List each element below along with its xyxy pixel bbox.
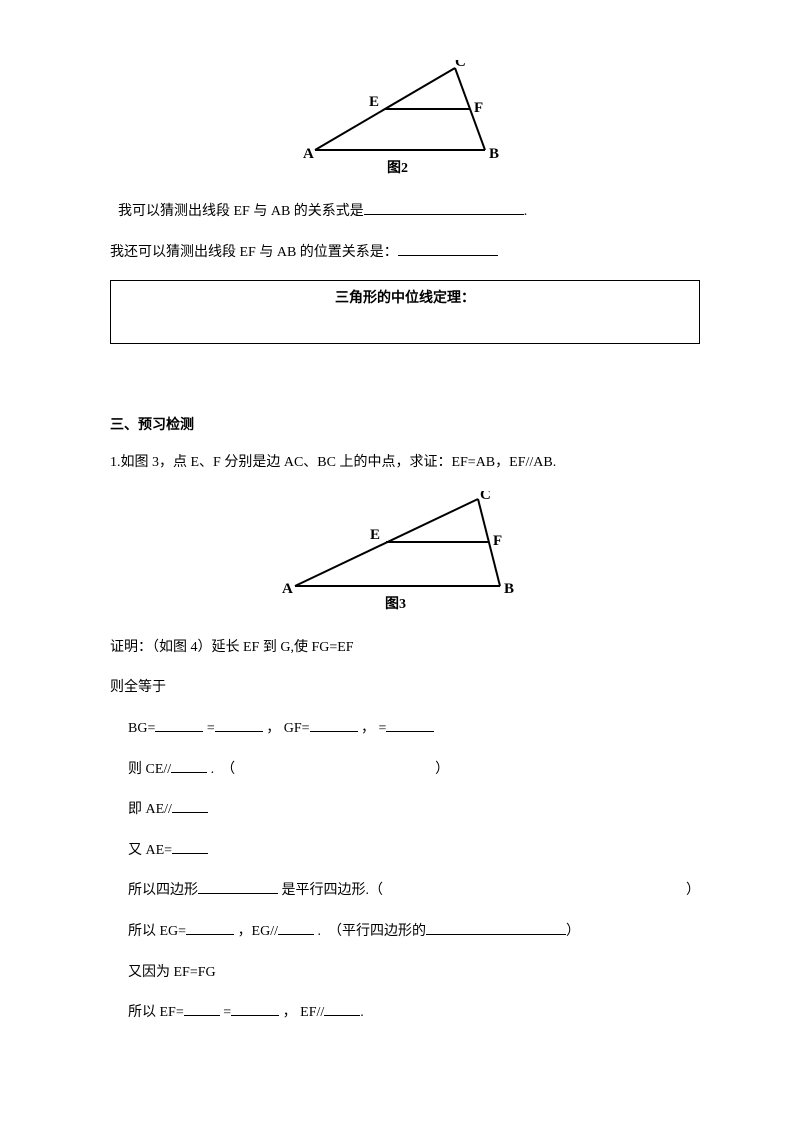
section-3-title: 三、预习检测 bbox=[110, 414, 700, 434]
blank[interactable] bbox=[155, 717, 203, 732]
l9d: . bbox=[360, 1005, 364, 1020]
figure-2-caption: 图2 bbox=[387, 160, 408, 176]
l6b: 是平行四边形.（ bbox=[282, 883, 384, 898]
svg-text:C: C bbox=[455, 60, 466, 70]
guess-relation-line: 我可以猜测出线段 EF 与 AB 的关系式是. bbox=[110, 199, 700, 226]
blank[interactable] bbox=[310, 717, 358, 732]
svg-text:F: F bbox=[493, 533, 502, 549]
figure-3: A B C E F 图3 bbox=[110, 491, 700, 621]
proof-line-5: 又 AE= bbox=[110, 838, 700, 865]
svg-text:B: B bbox=[489, 146, 499, 162]
l7c: . （平行四边形的 bbox=[318, 924, 427, 939]
l9c: ， EF// bbox=[283, 1005, 325, 1020]
blank-position[interactable] bbox=[398, 241, 498, 256]
question-1: 1.如图 3，点 E、F 分别是边 AC、BC 上的中点，求证：EF=AB，EF… bbox=[110, 450, 700, 477]
l3a: 则 CE// bbox=[128, 762, 171, 777]
proof-line-8: 又因为 EF=FG bbox=[110, 960, 700, 987]
proof-line-1: 则全等于 bbox=[110, 675, 700, 702]
svg-text:C: C bbox=[480, 491, 491, 503]
theorem-box: 三角形的中位线定理： bbox=[110, 280, 700, 344]
proof-line-2: BG= = ， GF= ， = bbox=[110, 716, 700, 743]
proof-line-6: 所以四边形 是平行四边形.（ ） bbox=[110, 878, 700, 905]
blank[interactable] bbox=[386, 717, 434, 732]
l7d: ） bbox=[566, 924, 580, 939]
proof-line-9: 所以 EF= = ， EF//. bbox=[110, 1000, 700, 1027]
page: A B C E F 图2 我可以猜测出线段 EF 与 AB 的关系式是. 我还可… bbox=[0, 0, 800, 1101]
text-1: 我可以猜测出线段 EF 与 AB 的关系式是 bbox=[118, 204, 364, 219]
blank[interactable] bbox=[186, 920, 234, 935]
guess-position-line: 我还可以猜测出线段 EF 与 AB 的位置关系是： bbox=[110, 240, 700, 267]
triangle-diagram-2: A B C E F 图2 bbox=[295, 60, 515, 180]
l9a: 所以 EF= bbox=[128, 1005, 184, 1020]
l2c: ， GF= bbox=[266, 721, 309, 736]
l6c: ） bbox=[686, 878, 700, 905]
blank[interactable] bbox=[231, 1001, 279, 1016]
blank[interactable] bbox=[215, 717, 263, 732]
blank[interactable] bbox=[278, 920, 314, 935]
l2a: BG= bbox=[128, 721, 155, 736]
blank[interactable] bbox=[184, 1001, 220, 1016]
blank[interactable] bbox=[324, 1001, 360, 1016]
l5: 又 AE= bbox=[128, 843, 172, 858]
l9b: = bbox=[223, 1005, 231, 1020]
theorem-title: 三角形的中位线定理： bbox=[335, 291, 475, 306]
l3b: . （ bbox=[211, 762, 236, 777]
blank[interactable] bbox=[426, 920, 566, 935]
svg-text:F: F bbox=[474, 100, 483, 116]
triangle-diagram-3: A B C E F 图3 bbox=[280, 491, 530, 616]
l6a: 所以四边形 bbox=[128, 883, 198, 898]
l2b: = bbox=[207, 721, 215, 736]
l7b: ，EG// bbox=[238, 924, 278, 939]
text-1-tail: . bbox=[524, 204, 528, 219]
svg-text:E: E bbox=[369, 94, 379, 110]
blank-relation[interactable] bbox=[364, 200, 524, 215]
figure-2: A B C E F 图2 bbox=[110, 60, 700, 185]
proof-intro: 证明：（如图 4）延长 EF 到 G,使 FG=EF bbox=[110, 635, 700, 662]
proof-line-7: 所以 EG= ，EG// . （平行四边形的 ） bbox=[110, 919, 700, 946]
figure-3-caption: 图3 bbox=[385, 596, 406, 612]
svg-text:B: B bbox=[504, 581, 514, 597]
l3c: ） bbox=[435, 762, 449, 777]
blank[interactable] bbox=[198, 879, 278, 894]
blank[interactable] bbox=[171, 758, 207, 773]
blank[interactable] bbox=[172, 839, 208, 854]
svg-text:A: A bbox=[303, 146, 314, 162]
proof-line-3: 则 CE// . （ ） bbox=[110, 757, 700, 784]
l7a: 所以 EG= bbox=[128, 924, 186, 939]
svg-text:E: E bbox=[370, 527, 380, 543]
l4: 即 AE// bbox=[128, 802, 172, 817]
l2d: ， = bbox=[361, 721, 386, 736]
proof-line-4: 即 AE// bbox=[110, 797, 700, 824]
text-2: 我还可以猜测出线段 EF 与 AB 的位置关系是： bbox=[110, 245, 398, 260]
blank[interactable] bbox=[172, 798, 208, 813]
svg-text:A: A bbox=[282, 581, 293, 597]
